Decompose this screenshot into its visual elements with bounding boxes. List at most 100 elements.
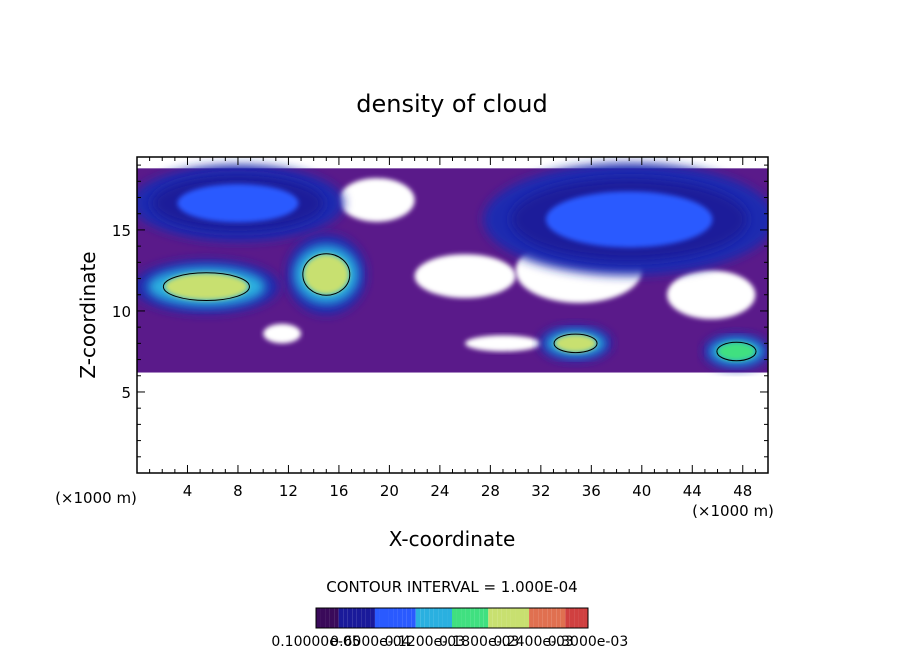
cloud-region-core bbox=[177, 184, 299, 223]
colorbar-swatch bbox=[447, 608, 452, 628]
colorbar-swatch bbox=[479, 608, 484, 628]
colorbar-swatch bbox=[411, 608, 416, 628]
colorbar-swatch bbox=[429, 608, 434, 628]
colorbar-swatch bbox=[325, 608, 330, 628]
colorbar-swatch bbox=[542, 608, 548, 628]
colorbar-swatch bbox=[520, 608, 525, 628]
colorbar-swatch bbox=[506, 608, 511, 628]
colorbar-swatch bbox=[569, 608, 575, 628]
colorbar-label: 0.1200e-03 bbox=[385, 634, 465, 650]
colorbar-swatch bbox=[533, 608, 539, 628]
x-tick-label: 32 bbox=[531, 482, 550, 500]
colorbar-swatch bbox=[565, 608, 570, 628]
x-tick-label: 40 bbox=[632, 482, 651, 500]
colorbar-swatch bbox=[370, 608, 375, 628]
colorbar-swatch bbox=[424, 608, 430, 628]
colorbar-swatch bbox=[452, 608, 457, 628]
x-tick-label: 20 bbox=[380, 482, 399, 500]
colorbar-swatch bbox=[406, 608, 412, 628]
colorbar-swatch bbox=[488, 608, 493, 628]
colorbar-swatch bbox=[347, 608, 353, 628]
colorbar-swatch bbox=[497, 608, 502, 628]
colorbar-swatch bbox=[365, 608, 371, 628]
clear-air-gap bbox=[414, 254, 516, 298]
colorbar-swatch bbox=[320, 608, 326, 628]
cloud-region-core bbox=[545, 191, 713, 248]
x-unit-label: (×1000 m) bbox=[692, 502, 774, 520]
colorbar-swatch bbox=[338, 608, 344, 628]
clear-air-gap bbox=[465, 335, 541, 352]
colorbar-swatch bbox=[456, 608, 462, 628]
y-tick-label: 15 bbox=[112, 222, 131, 240]
cloud-region-core bbox=[164, 273, 249, 301]
colorbar bbox=[316, 608, 588, 628]
x-tick-label: 16 bbox=[329, 482, 348, 500]
colorbar-label: 0.1800e-03 bbox=[439, 634, 519, 650]
colorbar-label: 0.2400e-03 bbox=[493, 634, 573, 650]
clear-air-gap bbox=[338, 178, 415, 222]
x-tick-label: 48 bbox=[733, 482, 752, 500]
colorbar-swatch bbox=[329, 608, 335, 628]
colorbar-swatch bbox=[515, 608, 520, 628]
x-tick-label: 12 bbox=[279, 482, 298, 500]
x-tick-label: 36 bbox=[582, 482, 601, 500]
cloud-region-core bbox=[303, 254, 350, 295]
x-tick-label: 8 bbox=[233, 482, 243, 500]
y-tick-label: 10 bbox=[112, 303, 131, 321]
colorbar-swatch bbox=[388, 608, 394, 628]
colorbar-swatch bbox=[343, 608, 348, 628]
colorbar-swatch bbox=[529, 608, 534, 628]
colorbar-swatch bbox=[384, 608, 389, 628]
clear-air-gap bbox=[667, 270, 756, 320]
x-tick-label: 4 bbox=[183, 482, 193, 500]
colorbar-swatch bbox=[433, 608, 439, 628]
colorbar-swatch bbox=[374, 608, 380, 628]
x-tick-label: 28 bbox=[481, 482, 500, 500]
colorbar-swatch bbox=[397, 608, 403, 628]
colorbar-swatch bbox=[465, 608, 471, 628]
colorbar-swatch bbox=[442, 608, 448, 628]
x-axis-label: X-coordinate bbox=[389, 527, 516, 551]
colorbar-swatch bbox=[352, 608, 357, 628]
colorbar-label: 0.3000e-03 bbox=[548, 634, 628, 650]
clear-air-top bbox=[137, 157, 768, 167]
colorbar-swatch bbox=[415, 608, 421, 628]
colorbar-swatch bbox=[483, 608, 489, 628]
contour-line bbox=[716, 341, 757, 362]
chart-title: density of cloud bbox=[356, 90, 547, 118]
colorbar-swatch bbox=[524, 608, 530, 628]
colorbar-swatch bbox=[356, 608, 362, 628]
colorbar-swatch bbox=[501, 608, 507, 628]
colorbar-swatch bbox=[556, 608, 561, 628]
colorbar-swatch bbox=[438, 608, 443, 628]
contour-line bbox=[553, 333, 598, 354]
colorbar-swatch bbox=[551, 608, 557, 628]
x-tick-label: 24 bbox=[430, 482, 449, 500]
colorbar-swatch bbox=[560, 608, 566, 628]
colorbar-swatch bbox=[492, 608, 498, 628]
clear-air-below bbox=[137, 372, 768, 473]
colorbar-swatch bbox=[461, 608, 466, 628]
colorbar-swatch bbox=[379, 608, 384, 628]
colorbar-swatch bbox=[547, 608, 552, 628]
contour-line bbox=[302, 253, 351, 296]
colorbar-label: 0.10000e-05 bbox=[271, 634, 360, 650]
colorbar-swatch bbox=[538, 608, 543, 628]
contour-interval-text: CONTOUR INTERVAL = 1.000E-04 bbox=[326, 578, 577, 596]
colorbar-swatch bbox=[578, 608, 584, 628]
y-tick-label: 5 bbox=[121, 384, 131, 402]
colorbar-swatch bbox=[316, 608, 321, 628]
colorbar-label: 0.6000e-04 bbox=[330, 634, 411, 650]
colorbar-swatch bbox=[402, 608, 407, 628]
cloud-density-field bbox=[137, 157, 768, 473]
colorbar-swatch bbox=[583, 608, 588, 628]
y-axis-label: Z-coordinate bbox=[76, 251, 100, 378]
cloud-region-core bbox=[554, 334, 597, 353]
colorbar-swatch bbox=[470, 608, 475, 628]
x-tick-label: 44 bbox=[683, 482, 702, 500]
y-axis-ticks: 5 10 15 bbox=[112, 164, 768, 458]
x-axis-ticks: 4 8 12 16 20 24 28 32 36 40 44 48 bbox=[149, 157, 756, 500]
colorbar-swatch bbox=[420, 608, 425, 628]
colorbar-swatch bbox=[574, 608, 579, 628]
